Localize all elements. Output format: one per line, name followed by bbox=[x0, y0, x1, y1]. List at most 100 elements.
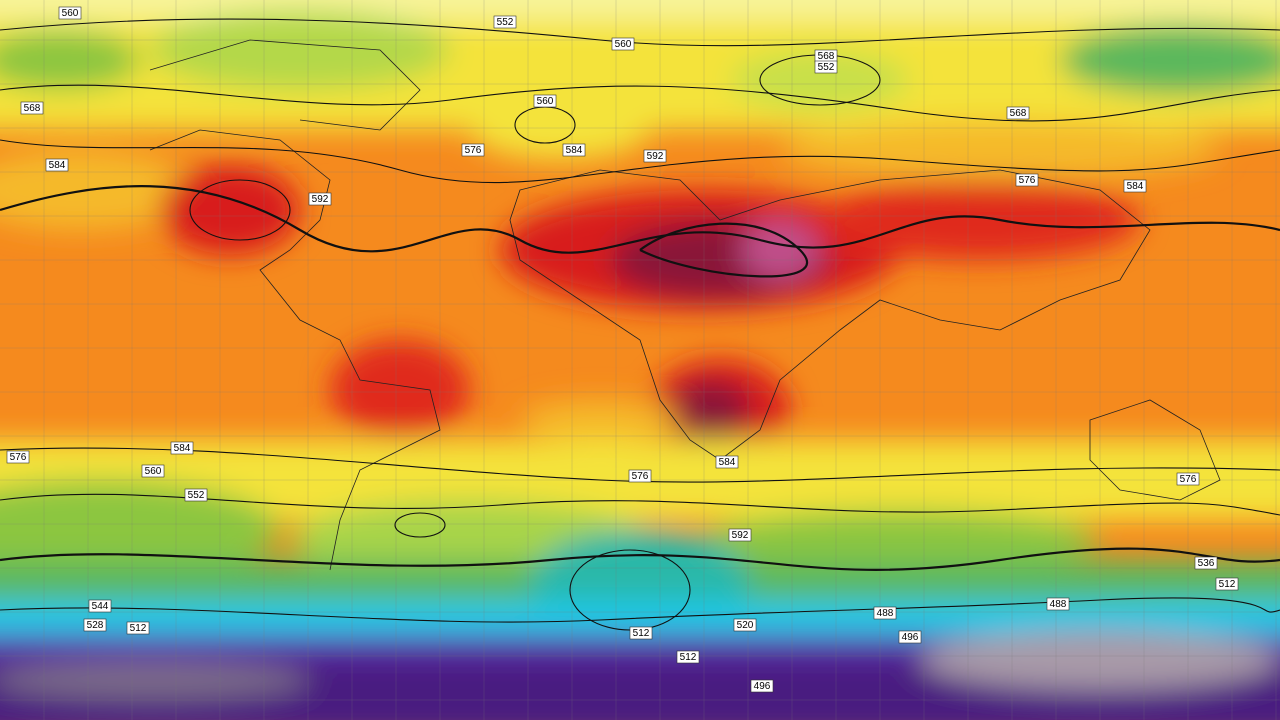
label-text: 576 bbox=[10, 452, 27, 463]
label-box bbox=[45, 158, 69, 172]
label-box bbox=[184, 488, 208, 502]
contour-label: 552 bbox=[493, 15, 517, 29]
label-text: 560 bbox=[537, 96, 554, 107]
contour-label: 496 bbox=[750, 679, 774, 693]
label-box bbox=[6, 450, 30, 464]
contour-label: 576 bbox=[628, 469, 652, 483]
label-text: 512 bbox=[680, 652, 697, 663]
label-text: 584 bbox=[49, 160, 66, 171]
label-box bbox=[126, 621, 150, 635]
label-box bbox=[676, 650, 700, 664]
label-box bbox=[628, 469, 652, 483]
label-box bbox=[1176, 472, 1200, 486]
label-box bbox=[1123, 179, 1147, 193]
label-text: 576 bbox=[632, 471, 649, 482]
label-box bbox=[1015, 173, 1039, 187]
label-box bbox=[533, 94, 557, 108]
contours bbox=[0, 18, 1280, 631]
label-text: 528 bbox=[87, 620, 104, 631]
contour-label: 584 bbox=[170, 441, 194, 455]
label-box bbox=[20, 101, 44, 115]
label-box bbox=[611, 37, 635, 51]
contour-label: 560 bbox=[58, 6, 82, 20]
label-text: 536 bbox=[1198, 558, 1215, 569]
contour-label: 512 bbox=[126, 621, 150, 635]
contour-label: 512 bbox=[676, 650, 700, 664]
label-text: 576 bbox=[1019, 175, 1036, 186]
coastlines bbox=[149, 39, 1221, 571]
label-box bbox=[1215, 577, 1239, 591]
label-box bbox=[170, 441, 194, 455]
label-box bbox=[873, 606, 897, 620]
contour-label: 584 bbox=[1123, 179, 1147, 193]
label-box bbox=[629, 626, 653, 640]
label-box bbox=[493, 15, 517, 29]
contour-label: 576 bbox=[1015, 173, 1039, 187]
label-text: 560 bbox=[62, 8, 79, 19]
label-text: 560 bbox=[615, 39, 632, 50]
contour-label: 592 bbox=[308, 192, 332, 206]
label-box bbox=[88, 599, 112, 613]
contour-label: 584 bbox=[715, 455, 739, 469]
label-box bbox=[461, 143, 485, 157]
label-box bbox=[1194, 556, 1218, 570]
contour-label: 576 bbox=[461, 143, 485, 157]
label-box bbox=[814, 60, 838, 74]
contour-label: 584 bbox=[562, 143, 586, 157]
label-text: 512 bbox=[130, 623, 147, 634]
label-box bbox=[733, 618, 757, 632]
label-text: 592 bbox=[732, 530, 749, 541]
contour-label: 560 bbox=[141, 464, 165, 478]
contour-labels: 5605525605685525605685685765845845925765… bbox=[6, 6, 1239, 693]
contour-label: 568 bbox=[1006, 106, 1030, 120]
contour-label: 520 bbox=[733, 618, 757, 632]
contour-label: 536 bbox=[1194, 556, 1218, 570]
contour-label: 488 bbox=[1046, 597, 1070, 611]
label-text: 496 bbox=[754, 681, 771, 692]
contour-label: 584 bbox=[45, 158, 69, 172]
contour-label: 560 bbox=[533, 94, 557, 108]
label-box bbox=[715, 455, 739, 469]
label-text: 552 bbox=[497, 17, 514, 28]
label-text: 544 bbox=[92, 601, 109, 612]
contour-label: 592 bbox=[643, 149, 667, 163]
label-box bbox=[898, 630, 922, 644]
contour-label: 496 bbox=[898, 630, 922, 644]
label-box bbox=[83, 618, 107, 632]
label-box bbox=[1006, 106, 1030, 120]
contour-label: 512 bbox=[629, 626, 653, 640]
label-text: 584 bbox=[719, 457, 736, 468]
label-box bbox=[58, 6, 82, 20]
label-text: 512 bbox=[1219, 579, 1236, 590]
contour-label: 544 bbox=[88, 599, 112, 613]
label-text: 512 bbox=[633, 628, 650, 639]
label-text: 568 bbox=[24, 103, 41, 114]
contour-label: 552 bbox=[184, 488, 208, 502]
label-text: 576 bbox=[1180, 474, 1197, 485]
label-text: 592 bbox=[647, 151, 664, 162]
contour-label: 528 bbox=[83, 618, 107, 632]
label-box bbox=[750, 679, 774, 693]
label-box bbox=[141, 464, 165, 478]
contour-label: 592 bbox=[728, 528, 752, 542]
label-text: 552 bbox=[818, 62, 835, 73]
label-text: 592 bbox=[312, 194, 329, 205]
label-text: 584 bbox=[1127, 181, 1144, 192]
label-text: 560 bbox=[145, 466, 162, 477]
label-text: 584 bbox=[174, 443, 191, 454]
contour-label: 552 bbox=[814, 60, 838, 74]
label-box bbox=[643, 149, 667, 163]
label-text: 568 bbox=[818, 51, 835, 62]
contour-label: 512 bbox=[1215, 577, 1239, 591]
label-text: 584 bbox=[566, 145, 583, 156]
label-box bbox=[1046, 597, 1070, 611]
contour-label: 568 bbox=[814, 49, 838, 63]
contour-label: 576 bbox=[6, 450, 30, 464]
contour-label: 488 bbox=[873, 606, 897, 620]
label-box bbox=[728, 528, 752, 542]
contour-label: 576 bbox=[1176, 472, 1200, 486]
label-text: 576 bbox=[465, 145, 482, 156]
label-text: 488 bbox=[1050, 599, 1067, 610]
label-text: 552 bbox=[188, 490, 205, 501]
